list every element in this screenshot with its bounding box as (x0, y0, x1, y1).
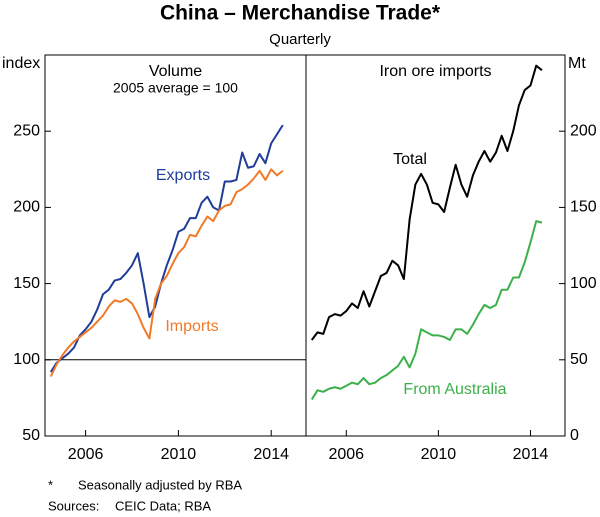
y-tick-label: 200 (13, 199, 40, 216)
y-tick-label: 150 (570, 199, 597, 216)
y-tick-label: 0 (570, 427, 579, 444)
series-label: From Australia (403, 381, 506, 398)
panel-subtitle: 2005 average = 100 (113, 80, 238, 96)
plot-frame (305, 54, 566, 437)
note-mark: Sources: (48, 498, 99, 513)
series-label: Exports (156, 167, 210, 184)
chart-subtitle: Quarterly (269, 31, 331, 48)
series-line (49, 168, 284, 377)
y-tick-label: 100 (570, 275, 597, 292)
x-tick-label: 2010 (421, 446, 457, 463)
x-tick-label: 2006 (328, 446, 364, 463)
plot-frame (44, 54, 307, 437)
y-tick-label: 50 (570, 351, 588, 368)
note-text: Seasonally adjusted by RBA (78, 477, 242, 492)
series-label: Total (393, 151, 427, 168)
note-mark: * (48, 477, 53, 492)
y-tick-label: 50 (22, 427, 40, 444)
y-tick-label: 200 (570, 122, 597, 139)
y-tick-label: 250 (13, 122, 40, 139)
x-tick-label: 2010 (161, 446, 197, 463)
y-axis-label: Mt (568, 55, 586, 72)
note-text: CEIC Data; RBA (115, 498, 211, 513)
y-tick-label: 150 (13, 275, 40, 292)
series-label: Imports (165, 318, 218, 335)
y-tick-label: 100 (13, 351, 40, 368)
x-tick-label: 2006 (68, 446, 104, 463)
panel-title: Volume (149, 63, 202, 80)
series-line (310, 64, 543, 341)
y-axis-label: index (2, 55, 40, 72)
panel-title: Iron ore imports (379, 63, 491, 80)
series-line (49, 124, 284, 373)
x-tick-label: 2014 (513, 446, 549, 463)
series-line (310, 220, 543, 400)
x-tick-label: 2014 (253, 446, 289, 463)
chart-title: China – Merchandise Trade* (160, 2, 441, 25)
